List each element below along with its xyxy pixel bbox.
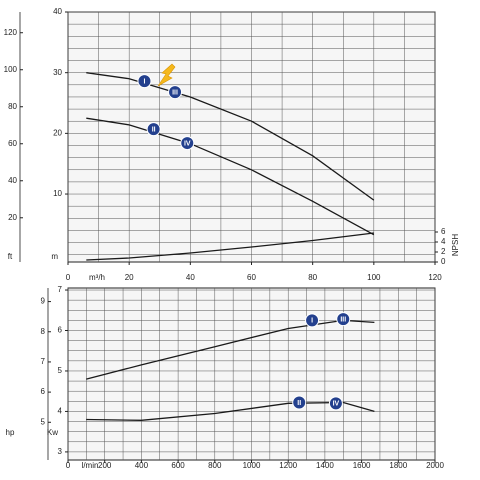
x-tick-label: 20 bbox=[125, 273, 134, 282]
y3-tick-label: 80 bbox=[8, 102, 17, 111]
x-tick-label: 1200 bbox=[279, 461, 297, 470]
curve bbox=[86, 401, 375, 421]
y-tick-label: 20 bbox=[53, 128, 62, 137]
y3-tick-label: 60 bbox=[8, 139, 17, 148]
curve-marker-label: I bbox=[311, 318, 313, 325]
y3-tick-label: 120 bbox=[4, 28, 18, 37]
y3-tick-label: 7 bbox=[41, 357, 46, 366]
y3-tick-label: 100 bbox=[4, 65, 18, 74]
x-tick-label: 200 bbox=[98, 461, 112, 470]
y3-tick-label: 6 bbox=[41, 387, 46, 396]
x-tick-label: 1400 bbox=[316, 461, 334, 470]
curve bbox=[86, 232, 374, 261]
x-tick-label: 1800 bbox=[389, 461, 407, 470]
y2-tick-label: 2 bbox=[441, 247, 446, 256]
curve-marker-label: III bbox=[172, 89, 178, 96]
y3-tick-label: 9 bbox=[41, 297, 46, 306]
curve-marker-label: II bbox=[297, 400, 301, 407]
y-tick-label: 4 bbox=[58, 407, 63, 416]
y-tick-label: 3 bbox=[58, 447, 63, 456]
curve-marker bbox=[137, 74, 152, 89]
y3-tick-label: 20 bbox=[8, 213, 17, 222]
curve-marker bbox=[292, 395, 307, 410]
x-tick-label: 40 bbox=[186, 273, 195, 282]
y-tick-label: 5 bbox=[58, 366, 63, 375]
y-tick-label: 7 bbox=[58, 285, 63, 294]
y-axis-label: m bbox=[51, 252, 58, 261]
curve-marker-label: I bbox=[143, 79, 145, 86]
curve-marker-label: III bbox=[340, 317, 346, 324]
highlight-arrow bbox=[157, 63, 176, 87]
y-axis-label: Kw bbox=[47, 428, 58, 437]
curve-marker bbox=[146, 122, 161, 137]
curve bbox=[86, 72, 375, 201]
y2-axis-label: NPSH bbox=[451, 234, 460, 256]
y2-tick-label: 6 bbox=[441, 227, 446, 236]
x-tick-label: 1600 bbox=[353, 461, 371, 470]
curve-marker-label: IV bbox=[184, 140, 191, 147]
y-tick-label: 10 bbox=[53, 189, 62, 198]
y3-tick-label: 5 bbox=[41, 417, 46, 426]
x-tick-label: 2000 bbox=[426, 461, 444, 470]
x-tick-label: 1000 bbox=[243, 461, 261, 470]
curve-marker bbox=[168, 85, 183, 100]
curve bbox=[86, 117, 375, 236]
y3-tick-label: 40 bbox=[8, 176, 17, 185]
x-tick-label: 400 bbox=[135, 461, 149, 470]
x-axis-label: m³/h bbox=[89, 273, 105, 282]
plots: 0 20 40 60 80 100 1201020304020406080100120024… bbox=[4, 7, 460, 470]
y-tick-label: 30 bbox=[53, 68, 62, 77]
curve-marker bbox=[180, 136, 195, 151]
y3-tick-label: 8 bbox=[41, 327, 46, 336]
y3-axis-label: hp bbox=[6, 428, 15, 437]
x-tick-label: 0 bbox=[66, 461, 71, 470]
x-tick-label: 60 bbox=[247, 273, 256, 282]
y2-tick-label: 0 bbox=[441, 257, 446, 266]
curve-marker bbox=[305, 313, 320, 328]
curve-marker-label: II bbox=[152, 126, 156, 133]
x-tick-label: 120 bbox=[428, 273, 442, 282]
x-tick-label: 0 bbox=[66, 273, 71, 282]
y-tick-label: 6 bbox=[58, 326, 63, 335]
y-tick-label: 40 bbox=[53, 7, 62, 16]
x-axis-label: l/min bbox=[82, 461, 99, 470]
y2-tick-label: 4 bbox=[441, 237, 446, 246]
x-tick-label: 100 bbox=[367, 273, 381, 282]
x-tick-label: 600 bbox=[171, 461, 185, 470]
y3-axis-label: ft bbox=[8, 252, 13, 261]
x-tick-label: 800 bbox=[208, 461, 222, 470]
x-tick-label: 80 bbox=[308, 273, 317, 282]
curve-marker bbox=[336, 312, 351, 327]
curve-marker bbox=[328, 396, 343, 411]
curve-marker-label: IV bbox=[333, 401, 340, 408]
